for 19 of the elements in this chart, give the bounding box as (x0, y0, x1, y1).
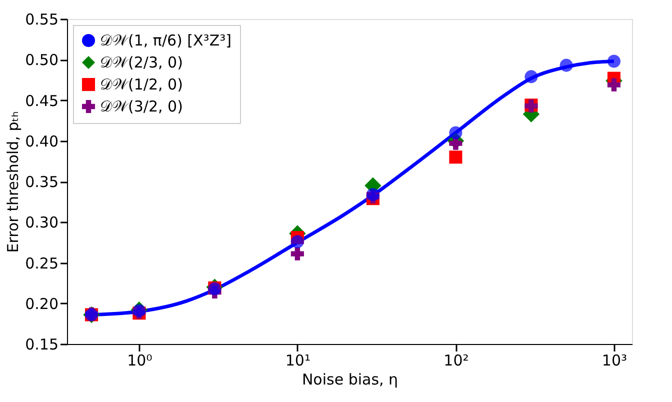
y-tick-label: 0.25 (25, 254, 58, 272)
y-axis-title: Error threshold, pₜₕ (4, 111, 22, 253)
y-tick-label: 0.30 (25, 214, 58, 232)
y-tick-label: 0.50 (25, 51, 58, 70)
legend-label: 𝒟𝒲(2/3, 0) (100, 54, 183, 72)
y-tick-label: 0.20 (25, 294, 58, 313)
legend-label: 𝒟𝒲(3/2, 0) (100, 98, 183, 116)
y-tick-label: 0.55 (25, 10, 58, 28)
x-tick-label: 10² (444, 352, 469, 370)
y-tick-label: 0.35 (25, 173, 58, 191)
x-axis-title: Noise bias, η (302, 370, 398, 388)
y-tick-label: 0.15 (25, 336, 58, 354)
y-tick-label: 0.40 (25, 132, 58, 150)
legend-label: 𝒟𝒲(1, π/6) [X³Z³] (100, 32, 232, 50)
x-tick-label: 10³ (602, 352, 628, 370)
x-tick-label: 10¹ (285, 352, 310, 370)
legend-label: 𝒟𝒲(1/2, 0) (100, 76, 183, 94)
y-tick-label: 0.45 (25, 92, 58, 110)
x-tick-label: 10⁰ (127, 352, 152, 370)
